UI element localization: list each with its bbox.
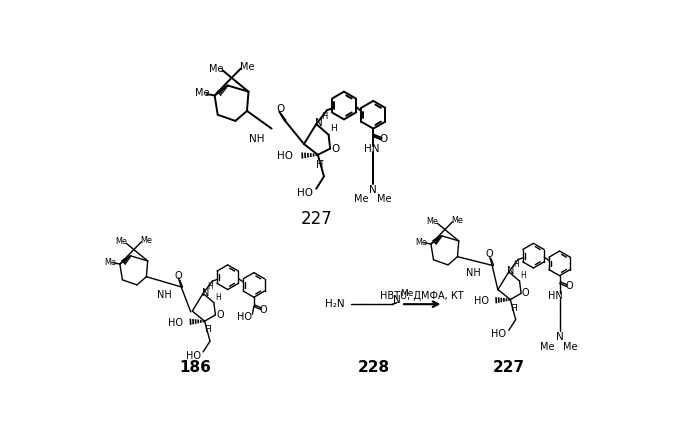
Text: O: O bbox=[276, 105, 284, 114]
Text: HO: HO bbox=[168, 318, 183, 328]
Text: N: N bbox=[556, 332, 563, 342]
Text: H: H bbox=[215, 293, 221, 302]
Text: Me: Me bbox=[240, 62, 254, 72]
Text: H: H bbox=[330, 124, 337, 133]
Text: N: N bbox=[507, 266, 514, 276]
Text: H̅: H̅ bbox=[317, 160, 324, 170]
Text: 227: 227 bbox=[493, 360, 525, 375]
Text: HN: HN bbox=[364, 144, 380, 155]
Text: H: H bbox=[322, 112, 328, 121]
Text: N: N bbox=[202, 288, 209, 298]
Text: H: H bbox=[207, 282, 213, 291]
Text: O: O bbox=[216, 310, 224, 320]
Text: HN: HN bbox=[549, 291, 563, 302]
Text: O: O bbox=[486, 249, 493, 259]
Text: HO: HO bbox=[236, 312, 252, 322]
Text: Me: Me bbox=[354, 194, 368, 205]
Text: N: N bbox=[369, 185, 377, 195]
Text: Me: Me bbox=[377, 194, 391, 205]
Text: HO: HO bbox=[491, 329, 507, 339]
Text: Me: Me bbox=[415, 237, 427, 247]
Text: H₂N: H₂N bbox=[325, 299, 345, 309]
Text: 228: 228 bbox=[358, 360, 390, 375]
Text: HO: HO bbox=[278, 152, 293, 161]
Text: O: O bbox=[565, 281, 573, 291]
Text: NH: NH bbox=[466, 268, 481, 278]
Text: Me: Me bbox=[563, 342, 577, 352]
Text: Me: Me bbox=[140, 236, 152, 245]
Text: N: N bbox=[394, 295, 401, 304]
Text: NH: NH bbox=[249, 134, 265, 144]
Text: Me: Me bbox=[115, 237, 127, 246]
Text: Me: Me bbox=[452, 216, 463, 225]
Text: HO: HO bbox=[186, 351, 201, 361]
Text: Me: Me bbox=[209, 63, 224, 74]
Text: HO: HO bbox=[297, 187, 313, 198]
Text: Me: Me bbox=[400, 289, 413, 298]
Text: O: O bbox=[175, 271, 182, 281]
Text: O: O bbox=[379, 134, 387, 144]
Text: 227: 227 bbox=[301, 210, 332, 228]
Text: 186: 186 bbox=[180, 360, 211, 375]
Text: O: O bbox=[522, 288, 530, 299]
Text: H: H bbox=[521, 271, 526, 280]
Text: H: H bbox=[513, 260, 519, 269]
Text: HO: HO bbox=[474, 296, 489, 306]
Text: Me: Me bbox=[540, 342, 554, 352]
Text: Me: Me bbox=[426, 218, 438, 226]
Text: NH: NH bbox=[157, 290, 171, 300]
Text: O: O bbox=[331, 144, 340, 154]
Text: Me: Me bbox=[104, 258, 116, 267]
Text: HBTU, ДМФА, КТ: HBTU, ДМФА, КТ bbox=[380, 291, 463, 301]
Text: H̅: H̅ bbox=[204, 325, 211, 334]
Text: N: N bbox=[315, 118, 322, 128]
Text: Me: Me bbox=[195, 88, 210, 98]
Text: H̅: H̅ bbox=[510, 303, 517, 312]
Text: O: O bbox=[259, 305, 267, 315]
